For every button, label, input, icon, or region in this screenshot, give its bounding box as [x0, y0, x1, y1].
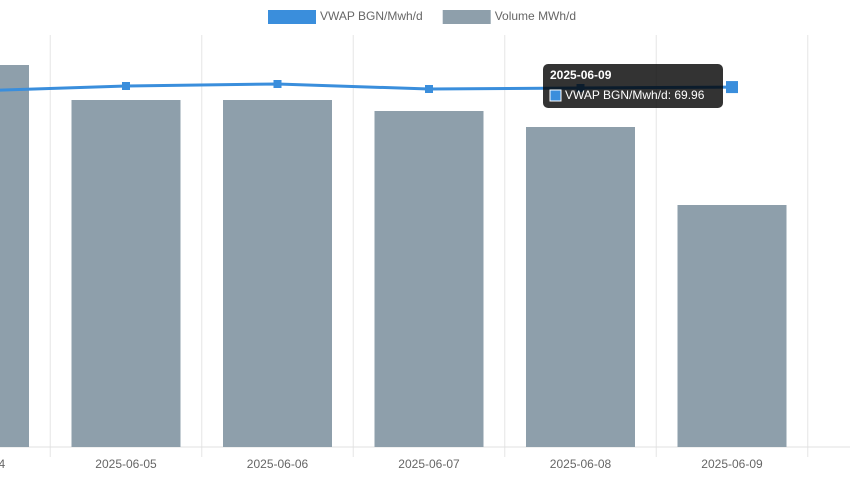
bar [526, 127, 635, 447]
bar [677, 205, 787, 447]
bar [0, 65, 29, 447]
x-tick-label: 2025-06-05 [95, 457, 157, 471]
x-tick-label: 2025-06-04 [0, 457, 6, 471]
bar [71, 100, 181, 447]
tooltip-value: 69.96 [674, 88, 704, 102]
legend-swatch[interactable] [268, 10, 316, 24]
legend-label[interactable]: Volume MWh/d [495, 9, 576, 23]
line-point[interactable] [726, 81, 738, 94]
legend-swatch[interactable] [442, 10, 491, 24]
bar [223, 100, 332, 447]
tooltip-title: 2025-06-09 [550, 68, 612, 82]
x-tick-label: 2025-06-08 [550, 457, 612, 471]
legend-item[interactable]: Volume MWh/d [442, 9, 576, 24]
x-tick-label: 2025-06-06 [247, 457, 309, 471]
legend-label[interactable]: VWAP BGN/Mwh/d [320, 9, 423, 23]
tooltip: 2025-06-09 VWAP BGN/Mwh/d: 69.96 [543, 64, 723, 108]
tooltip-swatch [549, 89, 562, 102]
tooltip-label: VWAP BGN/Mwh/d: 69.96 [565, 88, 705, 102]
line-point[interactable] [122, 82, 130, 90]
x-tick-label: 2025-06-07 [398, 457, 460, 471]
tooltip-series: VWAP BGN/Mwh/d [565, 88, 668, 102]
tooltip-box [543, 64, 723, 108]
legend-item[interactable]: VWAP BGN/Mwh/d [268, 9, 423, 24]
line-point[interactable] [273, 80, 282, 88]
line-point[interactable] [425, 85, 433, 93]
tooltip-sep: : [668, 88, 675, 102]
bar [374, 111, 484, 447]
x-tick-label: 2025-06-09 [701, 457, 763, 471]
